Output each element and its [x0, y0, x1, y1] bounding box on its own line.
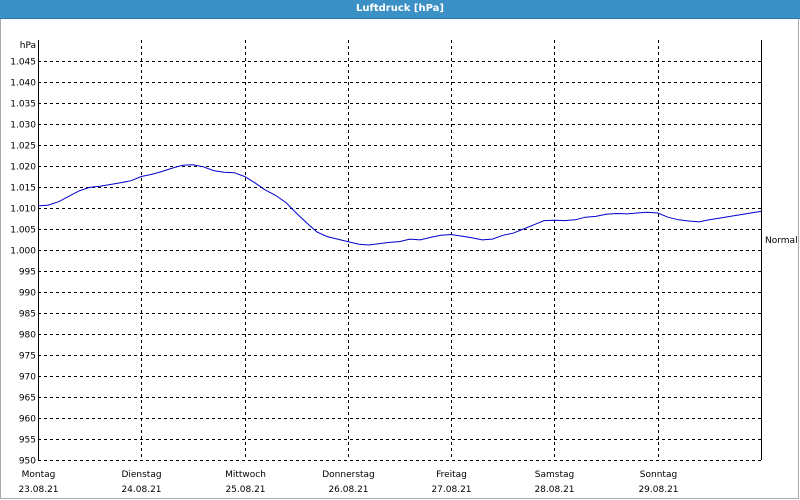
y-tick-label: 1.000 [10, 247, 36, 257]
y-tick-label: 1.040 [10, 79, 36, 89]
y-tick-label: 1.045 [10, 58, 36, 68]
x-tick-date: 27.08.21 [431, 485, 471, 495]
y-tick-label: 1.015 [10, 184, 36, 194]
x-tick-date: 25.08.21 [225, 485, 265, 495]
x-tick-date: 26.08.21 [328, 485, 368, 495]
pressure-chart: 1.045 1.040 1.035 1.030 1.025 1.020 1.015 1.010… [10, 40, 798, 495]
x-tick-weekday: Freitag [436, 470, 467, 480]
x-tick-date: 24.08.21 [121, 485, 161, 495]
y-tick-label: 985 [19, 310, 36, 320]
y-tick-label: 960 [19, 415, 36, 425]
y-tick-label: 1.020 [10, 163, 36, 173]
y-tick-label: 990 [19, 289, 36, 299]
reference-label: Normal [765, 236, 798, 246]
y-tick-label: 1.025 [10, 142, 36, 152]
y-tick-label: 980 [19, 331, 36, 341]
y-tick-label: 955 [19, 436, 36, 446]
x-tick-weekday: Montag [22, 470, 56, 480]
x-tick-date: 23.08.21 [18, 485, 58, 495]
series-line [37, 164, 762, 246]
x-tick-date: 29.08.21 [638, 485, 678, 495]
y-tick-label: 965 [19, 394, 36, 404]
x-tick-date: 28.08.21 [534, 485, 574, 495]
chart-title: Luftdruck [hPa] [0, 0, 800, 19]
y-tick-label: 1.030 [10, 121, 36, 131]
y-tick-label: 1.035 [10, 100, 36, 110]
y-tick-label: 1.005 [10, 226, 36, 236]
y-tick-label: 1.010 [10, 205, 36, 215]
y-tick-label: 950 [19, 457, 36, 467]
x-tick-weekday: Dienstag [121, 470, 161, 480]
y-axis-label: hPa [20, 41, 36, 51]
x-tick-weekday: Mittwoch [225, 470, 266, 480]
y-tick-label: 975 [19, 352, 36, 362]
x-tick-weekday: Donnerstag [322, 470, 375, 480]
y-tick-label: 970 [19, 373, 36, 383]
y-tick-label: 995 [19, 268, 36, 278]
x-tick-weekday: Sonntag [640, 470, 677, 480]
x-tick-weekday: Samstag [535, 470, 574, 480]
